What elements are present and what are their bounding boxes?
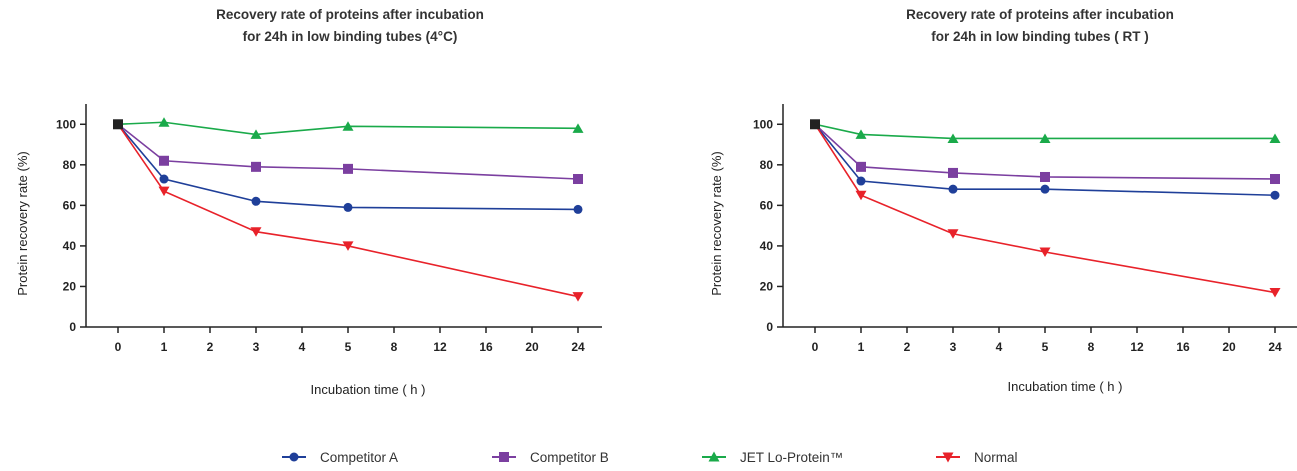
x-tick-label: 4 <box>299 340 306 354</box>
triangle-up-marker-icon <box>702 451 726 462</box>
y-tick-label: 0 <box>766 320 773 334</box>
data-point-jet-lo-protein <box>947 133 959 143</box>
x-tick-label: 8 <box>391 340 398 354</box>
legend-label: JET Lo-Protein™ <box>740 449 844 465</box>
data-point-jet-lo-protein <box>1269 133 1281 143</box>
y-tick-label: 0 <box>69 320 76 334</box>
y-tick-label: 40 <box>760 239 774 253</box>
chart-title-4c: Recovery rate of proteins after incubati… <box>216 7 484 44</box>
data-point-normal <box>250 227 262 237</box>
data-point-competitor-a <box>948 184 958 194</box>
legend-label: Normal <box>974 449 1018 465</box>
data-point-competitor-b <box>251 161 261 172</box>
series-line-competitor-b <box>814 123 1276 180</box>
x-tick-label: 3 <box>253 340 260 354</box>
data-point-normal <box>572 292 584 302</box>
x-axis-label: Incubation time ( h ) <box>311 382 426 397</box>
data-point-normal <box>1039 247 1051 257</box>
data-point-jet-lo-protein <box>158 117 170 127</box>
x-tick-label: 2 <box>904 340 911 354</box>
data-point-jet-lo-protein <box>855 129 867 139</box>
chart-title-rt: Recovery rate of proteins after incubati… <box>906 7 1174 44</box>
x-tick-label: 24 <box>1268 340 1282 354</box>
x-tick-label: 4 <box>996 340 1003 354</box>
data-point-normal <box>342 241 354 251</box>
x-tick-label: 16 <box>1176 340 1190 354</box>
x-axis-label: Incubation time ( h ) <box>1008 379 1123 394</box>
data-point-jet-lo-protein <box>342 121 354 131</box>
x-tick-label: 12 <box>433 340 447 354</box>
data-point-normal <box>158 186 170 197</box>
data-point-competitor-b <box>1040 171 1050 182</box>
y-tick-label: 60 <box>760 198 774 212</box>
series-line-normal <box>814 123 1276 294</box>
data-point-competitor-b <box>856 161 866 172</box>
square-marker-icon <box>492 452 516 462</box>
y-tick-label: 100 <box>753 117 773 131</box>
x-tick-label: 8 <box>1088 340 1095 354</box>
legend-label: Competitor B <box>530 449 609 465</box>
x-tick-label: 2 <box>207 340 214 354</box>
legend: Competitor A Competitor B JET Lo-Protein… <box>0 446 1297 468</box>
legend-label: Competitor A <box>320 449 399 465</box>
x-tick-label: 24 <box>571 340 585 354</box>
data-point-normal <box>947 229 959 239</box>
legend-item-normal: Normal <box>936 446 1018 468</box>
x-tick-label: 5 <box>1042 340 1049 354</box>
y-tick-label: 20 <box>760 279 774 293</box>
x-tick-label: 16 <box>479 340 493 354</box>
data-point-competitor-a <box>1270 190 1280 200</box>
x-tick-label: 20 <box>1222 340 1236 354</box>
data-point-jet-lo-protein <box>572 123 584 133</box>
x-tick-label: 3 <box>950 340 957 354</box>
data-point-normal <box>855 190 867 201</box>
data-point-jet-lo-protein <box>250 129 262 139</box>
data-point-origin <box>113 119 123 130</box>
data-point-competitor-a <box>343 202 353 212</box>
x-tick-label: 1 <box>858 340 865 354</box>
legend-item-competitor-a: Competitor A <box>282 446 398 468</box>
y-tick-label: 80 <box>760 158 774 172</box>
x-tick-label: 0 <box>115 340 122 354</box>
data-point-competitor-a <box>573 204 583 214</box>
y-tick-label: 20 <box>63 279 77 293</box>
data-point-competitor-a <box>1040 184 1050 194</box>
x-tick-label: 5 <box>345 340 352 354</box>
y-axis-label: Protein recovery rate (%) <box>15 151 30 296</box>
x-tick-label: 20 <box>525 340 539 354</box>
data-point-competitor-b <box>343 163 353 174</box>
y-tick-label: 80 <box>63 158 77 172</box>
legend-item-jet-lo-protein: JET Lo-Protein™ <box>702 446 843 468</box>
x-tick-label: 12 <box>1130 340 1144 354</box>
data-point-origin <box>810 119 820 130</box>
y-axis-label: Protein recovery rate (%) <box>709 151 724 296</box>
data-point-competitor-b <box>1270 174 1280 185</box>
data-point-competitor-b <box>159 155 169 166</box>
data-point-competitor-a <box>251 196 261 206</box>
data-point-competitor-a <box>159 174 169 184</box>
x-tick-label: 1 <box>161 340 168 354</box>
triangle-down-marker-icon <box>936 452 960 463</box>
data-point-competitor-a <box>856 176 866 186</box>
y-tick-label: 60 <box>63 198 77 212</box>
data-point-normal <box>1269 288 1281 298</box>
data-point-jet-lo-protein <box>1039 133 1051 143</box>
y-tick-label: 100 <box>56 117 76 131</box>
x-tick-label: 0 <box>812 340 819 354</box>
legend-item-competitor-b: Competitor B <box>492 446 609 468</box>
data-point-competitor-b <box>573 174 583 185</box>
data-point-competitor-b <box>948 167 958 178</box>
circle-marker-icon <box>282 452 306 462</box>
y-tick-label: 40 <box>63 239 77 253</box>
